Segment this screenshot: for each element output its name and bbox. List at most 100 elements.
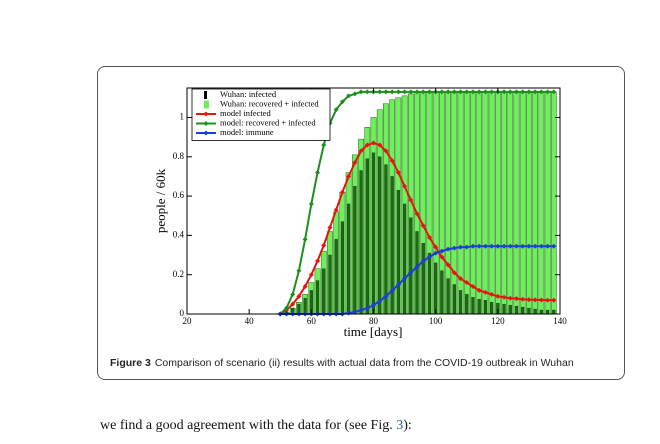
marker (302, 236, 308, 242)
marker (414, 211, 420, 217)
y-tick-label: 0.2 (173, 269, 184, 279)
marker (377, 142, 383, 148)
bar (421, 243, 425, 315)
marker (389, 89, 395, 95)
bar (402, 203, 407, 315)
marker (513, 243, 519, 249)
bar (427, 252, 432, 315)
bar (315, 280, 320, 315)
marker (451, 270, 457, 276)
legend-label: model: immune (220, 127, 274, 137)
bar (538, 91, 545, 315)
marker (464, 280, 470, 286)
marker (327, 225, 333, 231)
x-tick-label: 60 (307, 316, 317, 326)
bar (458, 290, 463, 315)
marker (339, 99, 345, 105)
marker (302, 283, 308, 289)
marker (383, 293, 389, 299)
marker (538, 297, 544, 303)
marker (283, 305, 289, 311)
y-tick-label: 0.4 (173, 229, 185, 239)
marker (445, 89, 451, 95)
legend-swatch (203, 130, 209, 136)
bar (476, 91, 483, 315)
marker (389, 158, 395, 164)
marker (470, 283, 476, 289)
marker (476, 89, 482, 95)
marker (532, 243, 538, 249)
marker (371, 140, 376, 146)
text: ): (403, 418, 412, 433)
marker (470, 89, 476, 95)
bar (513, 91, 520, 315)
bar (451, 91, 458, 315)
legend-label: model: recovered + infected (220, 117, 316, 127)
marker (451, 245, 457, 251)
bar (322, 268, 326, 315)
marker (551, 297, 557, 303)
bar (477, 299, 481, 315)
marker (308, 272, 314, 278)
bar (526, 91, 532, 315)
figure-ref[interactable]: 3 (396, 418, 404, 433)
bar (552, 309, 556, 315)
marker (395, 170, 401, 176)
x-tick-label: 20 (183, 316, 193, 326)
marker (426, 254, 432, 260)
marker (551, 89, 557, 95)
marker (402, 183, 408, 189)
bar (384, 164, 388, 315)
marker (433, 250, 439, 256)
marker (501, 243, 507, 249)
bar (396, 189, 400, 315)
marker (464, 244, 470, 250)
marker (538, 243, 544, 249)
marker (358, 307, 364, 313)
marker (290, 301, 296, 307)
legend-swatch (203, 121, 209, 126)
figure-label: Figure 3 (110, 357, 151, 369)
marker (513, 296, 519, 302)
bar (347, 203, 351, 315)
marker (526, 297, 532, 303)
marker (296, 293, 302, 299)
legend-swatch (204, 100, 209, 109)
body-text: we find a good agreement with the data f… (100, 418, 412, 434)
bar (488, 91, 495, 315)
marker (420, 223, 426, 229)
bar (527, 307, 531, 315)
marker (513, 89, 519, 95)
marker (526, 243, 532, 249)
marker (408, 197, 414, 203)
marker (383, 89, 389, 95)
marker (464, 89, 470, 95)
marker (458, 276, 464, 282)
bar (532, 91, 538, 315)
marker (358, 148, 364, 154)
bar (359, 170, 363, 315)
marker (520, 296, 526, 302)
marker (426, 89, 432, 95)
bar (371, 152, 376, 315)
marker (414, 264, 420, 270)
marker (445, 246, 451, 252)
marker (476, 243, 482, 249)
x-tick-label: 140 (553, 316, 567, 326)
bar (490, 302, 494, 315)
bar (507, 91, 514, 315)
marker (346, 173, 352, 179)
marker (364, 89, 370, 95)
bar (544, 91, 551, 315)
marker (495, 243, 501, 249)
x-tick-label: 120 (491, 316, 505, 326)
marker (402, 89, 408, 95)
figure-caption: Figure 3 Comparison of scenario (ii) resu… (110, 357, 574, 369)
marker (476, 287, 482, 293)
marker (321, 142, 327, 148)
marker (482, 89, 488, 95)
bar (328, 254, 332, 315)
marker (445, 262, 451, 268)
y-axis-label: people / 60k (153, 168, 168, 233)
